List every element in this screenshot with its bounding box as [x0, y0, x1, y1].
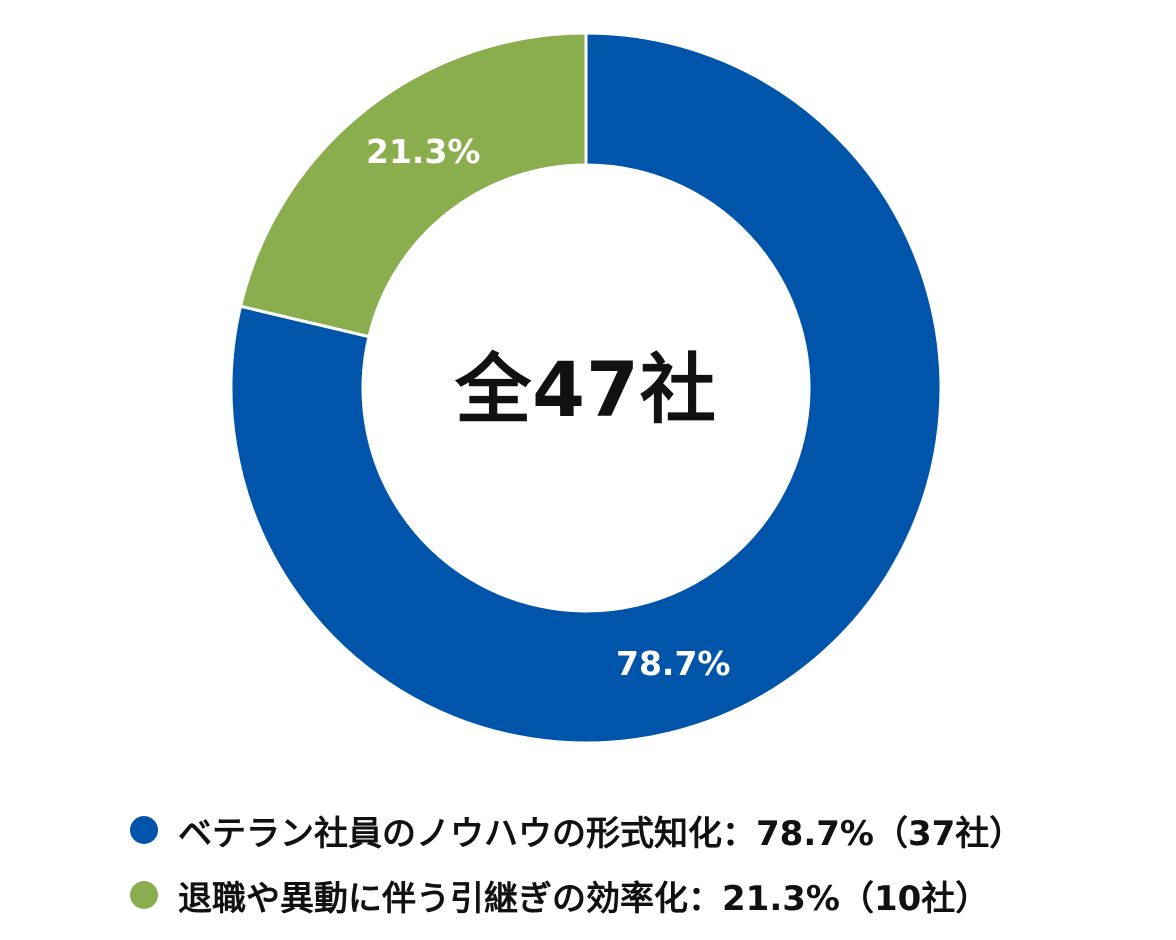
slice-label-handover: 21.3% — [366, 132, 481, 171]
legend-label: ベテラン社員のノウハウの形式知化：78.7%（37社） — [178, 813, 1024, 854]
legend-dot-icon — [130, 816, 158, 844]
center-total-label: 全47社 — [455, 345, 717, 434]
donut-chart — [229, 31, 943, 745]
legend-item-handover: 退職や異動に伴う引継ぎの効率化：21.3%（10社） — [130, 870, 1023, 920]
donut-slice-1 — [238, 31, 588, 339]
donut-slice-0 — [229, 31, 943, 745]
legend-item-knowhow: ベテラン社員のノウハウの形式知化：78.7%（37社） — [130, 805, 1023, 855]
legend-dot-icon — [130, 881, 158, 909]
slice-label-knowhow: 78.7% — [616, 644, 731, 683]
legend-label: 退職や異動に伴う引継ぎの効率化：21.3%（10社） — [178, 878, 990, 919]
chart-legend: ベテラン社員のノウハウの形式知化：78.7%（37社） 退職や異動に伴う引継ぎの… — [130, 805, 1023, 935]
